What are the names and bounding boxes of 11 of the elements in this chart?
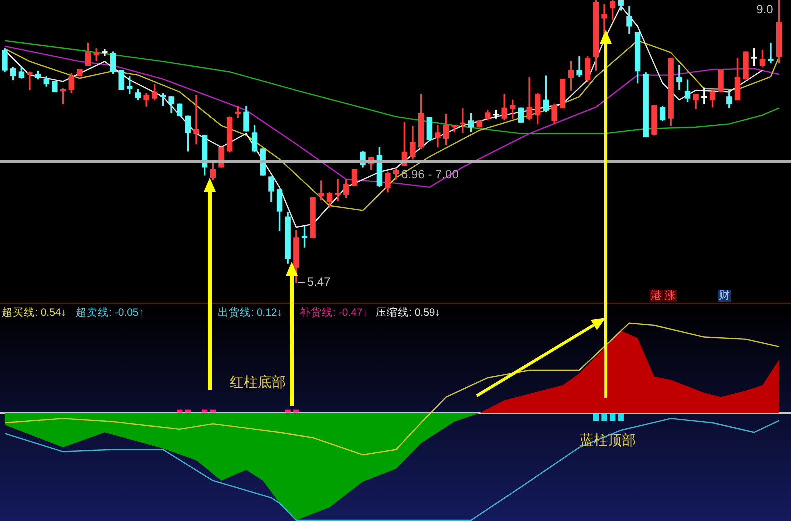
text: 港	[650, 290, 663, 302]
annotation: 红柱底部	[230, 373, 286, 391]
text: 涨	[664, 290, 677, 302]
text: 超卖线: -0.05↑	[76, 306, 144, 320]
annotation: 5.47	[307, 275, 332, 290]
text: 超买线: 0.54↓	[2, 306, 67, 320]
text: 补货线: -0.47↓	[300, 306, 368, 320]
text: 财	[718, 290, 731, 302]
annotation: 9.0	[756, 2, 774, 16]
text: 出货线: 0.12↓	[218, 306, 283, 320]
text: 压缩线: 0.59↓	[376, 306, 441, 320]
